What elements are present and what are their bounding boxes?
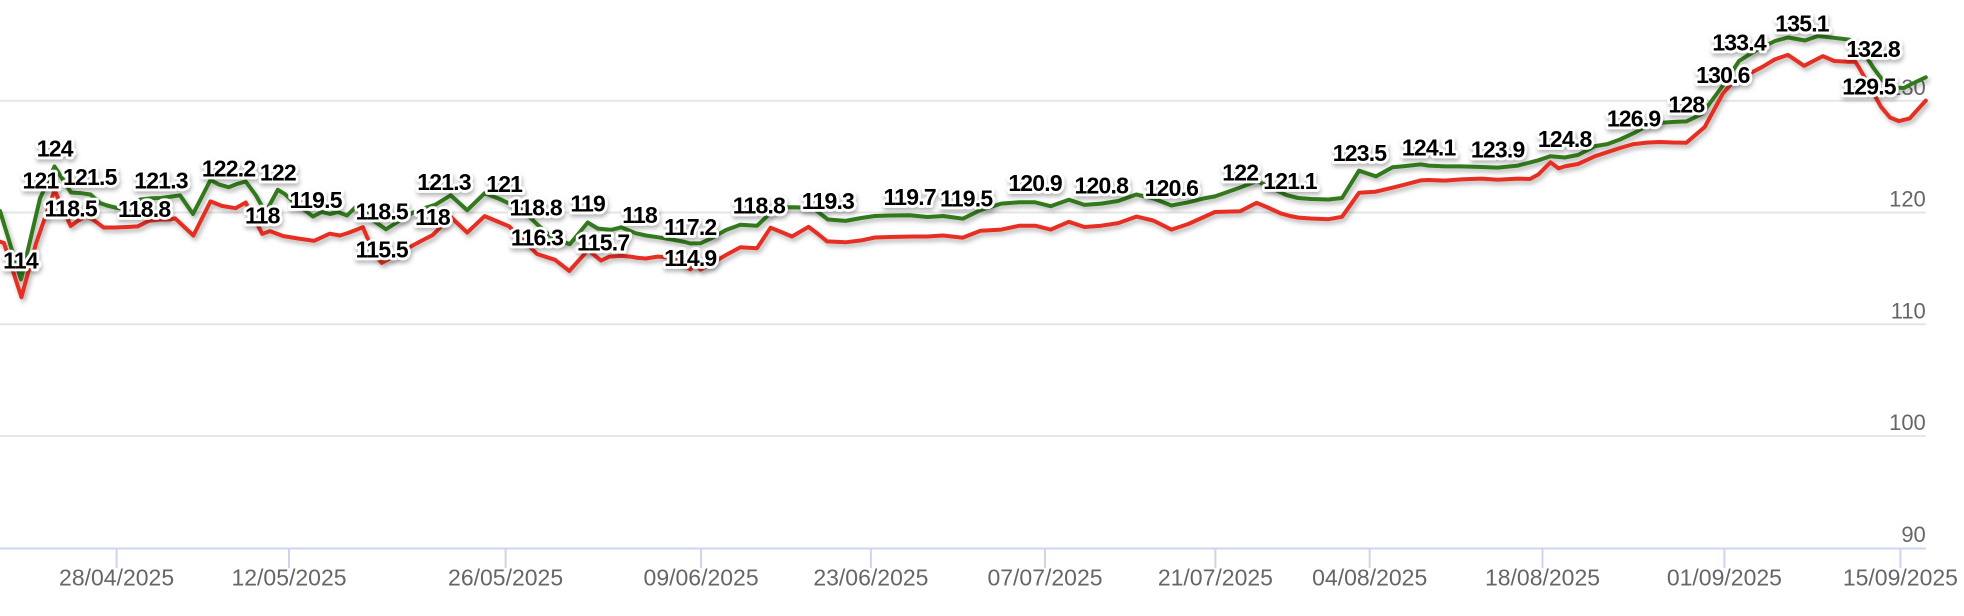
svg-text:21/07/2025: 21/07/2025 xyxy=(1158,565,1273,591)
svg-text:117.2: 117.2 xyxy=(664,214,716,240)
svg-text:129.5: 129.5 xyxy=(1842,73,1897,99)
svg-text:12/05/2025: 12/05/2025 xyxy=(231,565,346,591)
svg-text:119: 119 xyxy=(570,191,605,217)
svg-text:23/06/2025: 23/06/2025 xyxy=(813,565,928,591)
svg-text:123.5: 123.5 xyxy=(1333,140,1388,166)
svg-text:118: 118 xyxy=(415,204,451,230)
svg-text:123.9: 123.9 xyxy=(1471,136,1525,162)
svg-text:132.8: 132.8 xyxy=(1846,36,1901,62)
svg-text:121.5: 121.5 xyxy=(63,164,118,190)
svg-text:119.7: 119.7 xyxy=(884,184,936,210)
svg-text:15/09/2025: 15/09/2025 xyxy=(1843,565,1958,591)
svg-text:28/04/2025: 28/04/2025 xyxy=(59,565,174,591)
svg-text:26/05/2025: 26/05/2025 xyxy=(448,565,563,591)
svg-text:118: 118 xyxy=(245,203,281,229)
svg-text:121.3: 121.3 xyxy=(417,169,471,195)
svg-text:07/07/2025: 07/07/2025 xyxy=(987,565,1102,591)
svg-text:122: 122 xyxy=(1222,159,1258,185)
svg-text:119.5: 119.5 xyxy=(289,187,342,213)
svg-text:110: 110 xyxy=(1891,298,1926,323)
svg-text:118: 118 xyxy=(622,202,658,228)
svg-text:120.9: 120.9 xyxy=(1008,170,1062,196)
svg-text:121.1: 121.1 xyxy=(1263,168,1318,194)
svg-text:122.2: 122.2 xyxy=(202,156,256,182)
svg-text:126.9: 126.9 xyxy=(1607,106,1661,132)
svg-text:118.8: 118.8 xyxy=(118,196,171,222)
svg-text:122: 122 xyxy=(260,160,296,186)
svg-text:133.4: 133.4 xyxy=(1712,30,1767,56)
svg-text:124: 124 xyxy=(37,136,74,162)
svg-text:04/08/2025: 04/08/2025 xyxy=(1312,565,1427,591)
svg-text:18/08/2025: 18/08/2025 xyxy=(1485,565,1600,591)
svg-text:119.5: 119.5 xyxy=(940,186,993,212)
svg-text:124.8: 124.8 xyxy=(1538,126,1593,152)
svg-text:115.7: 115.7 xyxy=(577,230,629,256)
svg-text:121: 121 xyxy=(23,168,60,194)
svg-text:121: 121 xyxy=(486,171,523,197)
svg-text:130.6: 130.6 xyxy=(1696,62,1750,88)
svg-text:118.5: 118.5 xyxy=(45,195,98,221)
svg-text:121.3: 121.3 xyxy=(134,168,188,194)
svg-text:01/09/2025: 01/09/2025 xyxy=(1667,565,1782,591)
svg-text:115.5: 115.5 xyxy=(356,236,409,262)
svg-text:118.5: 118.5 xyxy=(356,199,409,225)
svg-text:128: 128 xyxy=(1668,92,1705,118)
svg-text:114.9: 114.9 xyxy=(664,245,716,271)
svg-text:120.8: 120.8 xyxy=(1075,172,1130,198)
svg-text:124.1: 124.1 xyxy=(1402,134,1457,160)
svg-text:116.3: 116.3 xyxy=(511,224,563,250)
svg-text:120.6: 120.6 xyxy=(1145,175,1199,201)
svg-text:118.8: 118.8 xyxy=(733,193,786,219)
svg-text:118.8: 118.8 xyxy=(510,194,563,220)
svg-text:119.3: 119.3 xyxy=(802,188,854,214)
svg-text:120: 120 xyxy=(1889,187,1926,212)
svg-text:09/06/2025: 09/06/2025 xyxy=(644,565,759,591)
svg-text:114: 114 xyxy=(3,247,39,273)
svg-text:100: 100 xyxy=(1889,410,1926,435)
svg-text:135.1: 135.1 xyxy=(1775,11,1830,37)
svg-text:90: 90 xyxy=(1901,522,1925,547)
